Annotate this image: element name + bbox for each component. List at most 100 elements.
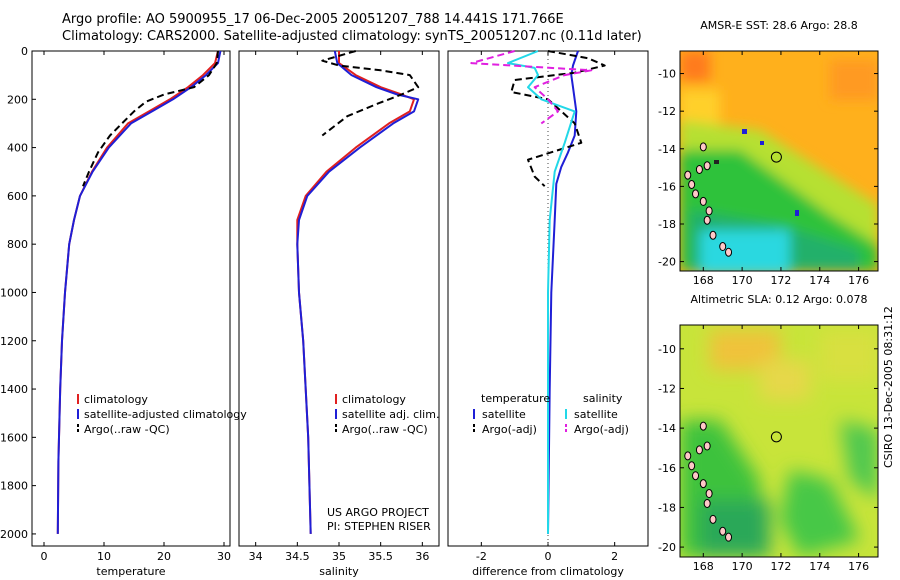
island-mark xyxy=(692,189,700,199)
island-mark xyxy=(709,230,717,240)
island-mark xyxy=(688,461,696,471)
y-tick-label: -14 xyxy=(658,143,676,156)
x-tick-label: 34 xyxy=(249,550,263,563)
y-tick-label: -16 xyxy=(658,462,676,475)
island-mark xyxy=(703,215,711,225)
legend-entry: satellite-adjusted climatology xyxy=(84,408,247,421)
legend-entry: climatology xyxy=(342,393,406,406)
legend-entry: Argo(-adj) xyxy=(574,423,629,436)
y-tick-label: -18 xyxy=(658,501,676,514)
x-tick-label: 0 xyxy=(41,550,48,563)
map-title: Altimetric SLA: 0.12 Argo: 0.078 xyxy=(690,293,867,306)
island-mark xyxy=(692,471,700,481)
legend-entry: Argo(..raw -QC) xyxy=(84,423,170,436)
y-tick-label: -20 xyxy=(658,541,676,554)
island-mark xyxy=(695,445,703,455)
series-line xyxy=(56,50,219,534)
island-mark xyxy=(725,247,733,257)
series-line xyxy=(56,50,222,534)
y-tick-label: -10 xyxy=(658,68,676,81)
chart-panel-4: AMSR-E SST: 28.6 Argo: 28.8 168 170 172 174 1… xyxy=(658,19,879,287)
legend-entry: satellite xyxy=(482,408,526,421)
island-mark xyxy=(725,532,733,542)
plot-frame xyxy=(238,50,440,547)
x-tick-label: 176 xyxy=(848,560,869,573)
x-axis-label: salinity xyxy=(319,565,359,578)
x-tick-label: 172 xyxy=(770,560,791,573)
series-line xyxy=(510,50,606,187)
x-tick-label: 10 xyxy=(97,550,111,563)
y-tick-label: -16 xyxy=(658,180,676,193)
y-tick-label: 1800 xyxy=(0,480,28,493)
legend-entry: Argo(-adj) xyxy=(482,423,537,436)
map-frame xyxy=(679,50,879,272)
chart-panel-5: Altimetric SLA: 0.12 Argo: 0.078 168 170 17… xyxy=(658,293,879,573)
x-tick-label: 0 xyxy=(545,550,552,563)
map-title: AMSR-E SST: 28.6 Argo: 28.8 xyxy=(700,19,858,32)
x-tick-label: 174 xyxy=(809,274,830,287)
x-tick-label: 35.5 xyxy=(368,550,393,563)
x-axis-label: temperature xyxy=(96,565,165,578)
island-mark xyxy=(699,479,707,489)
x-tick-label: 170 xyxy=(732,560,753,573)
chart-panel-3: -2 0 2 difference from climatology temperatu… xyxy=(447,50,649,578)
y-tick-label: 400 xyxy=(7,142,28,155)
chart-axes: 0 10 20 30 0 200 400 600 800 1000 1200 1400 1600 1800… xyxy=(0,19,879,578)
y-tick-label: 2000 xyxy=(0,528,28,541)
x-tick-label: 30 xyxy=(217,550,231,563)
series-line xyxy=(296,50,420,534)
x-tick-label: 20 xyxy=(157,550,171,563)
argo-location-marker xyxy=(770,431,782,443)
y-tick-label: -18 xyxy=(658,218,676,231)
y-tick-label: -12 xyxy=(658,382,676,395)
x-tick-label: 2 xyxy=(611,550,618,563)
y-tick-label: -20 xyxy=(658,256,676,269)
x-tick-label: 168 xyxy=(693,274,714,287)
island-mark xyxy=(705,206,713,216)
series-line xyxy=(470,50,593,125)
y-tick-label: 1000 xyxy=(0,286,28,299)
island-mark xyxy=(684,451,692,461)
x-tick-label: -2 xyxy=(476,550,487,563)
legend-entry: temperature xyxy=(481,392,550,405)
x-tick-label: 34.5 xyxy=(285,550,310,563)
island-mark xyxy=(703,441,711,451)
figure-title-line2: Climatology: CARS2000. Satellite-adjuste… xyxy=(62,29,642,44)
island-mark xyxy=(688,180,696,190)
y-tick-label: -10 xyxy=(658,343,676,356)
panel-annotation: PI: STEPHEN RISER xyxy=(327,520,431,533)
island-mark xyxy=(705,489,713,499)
y-tick-label: 1400 xyxy=(0,383,28,396)
x-tick-label: 174 xyxy=(809,560,830,573)
island-mark xyxy=(703,161,711,171)
island-mark xyxy=(719,526,727,536)
y-tick-label: 800 xyxy=(7,238,28,251)
legend-entry: climatology xyxy=(84,393,148,406)
x-tick-label: 168 xyxy=(693,560,714,573)
x-tick-label: 170 xyxy=(732,274,753,287)
island-mark xyxy=(719,242,727,252)
x-tick-label: 36 xyxy=(415,550,429,563)
island-mark xyxy=(684,170,692,180)
y-tick-label: 600 xyxy=(7,190,28,203)
legend-entry: satellite adj. clim. xyxy=(342,408,439,421)
chart-panel-2: 34 34.5 35 35.5 36 salinity climatology satelli… xyxy=(238,50,440,578)
y-tick-label: 200 xyxy=(7,93,28,106)
x-tick-label: 172 xyxy=(770,274,791,287)
legend-entry: Argo(..raw -QC) xyxy=(342,423,428,436)
map-frame xyxy=(679,324,879,558)
panel-annotation: US ARGO PROJECT xyxy=(327,506,429,519)
y-tick-label: 1200 xyxy=(0,335,28,348)
plot-frame xyxy=(31,50,231,547)
island-mark xyxy=(699,421,707,431)
x-tick-label: 176 xyxy=(848,274,869,287)
series-line xyxy=(321,50,420,137)
sst-map-field xyxy=(680,51,878,271)
legend-entry: satellite xyxy=(574,408,618,421)
island-mark xyxy=(695,164,703,174)
chart-panel-1: 0 10 20 30 0 200 400 600 800 1000 1200 1400 1600 1800… xyxy=(0,45,247,578)
island-mark xyxy=(709,514,717,524)
series-line xyxy=(547,50,579,534)
y-tick-label: 1600 xyxy=(0,431,28,444)
